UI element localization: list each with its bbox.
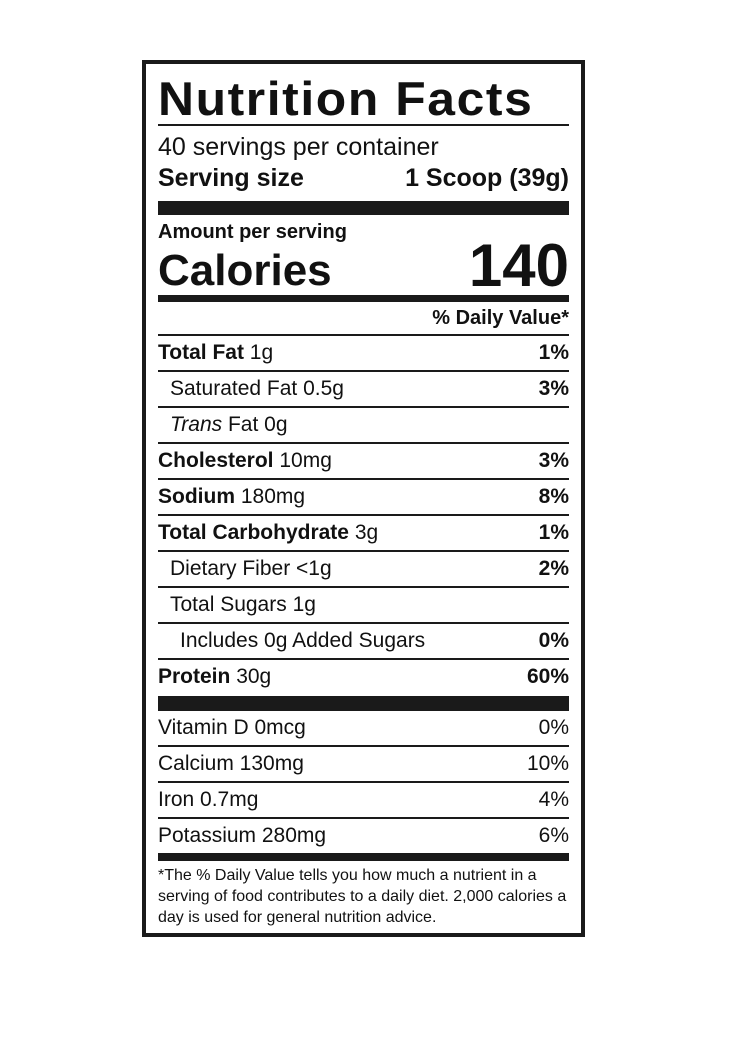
nutrient-amount: 1g [249,341,274,364]
nutrient-amount: 10mg [279,449,332,472]
vitamin-dv: 6% [538,824,569,847]
nutrient-name: Includes 0g Added Sugars [180,629,426,652]
nutrient-amount: 180mg [240,485,306,508]
nutrient-amount: 0g [264,413,288,436]
vitamin-label: Calcium 130mg [158,752,304,775]
calories-label: Calories [158,246,332,295]
divider [158,334,569,336]
nutrient-dv: 2% [538,557,569,580]
calories-value: 140 [468,232,569,299]
vitamin-label: Potassium 280mg [158,824,327,847]
nutrient-dv: 8% [538,485,569,508]
nutrient-name: Dietary Fiber [170,557,291,580]
nutrient-name-rest: Fat [227,413,259,436]
nutrient-amount: <1g [296,557,332,580]
nutrient-row-trans-fat: Trans Fat 0g [158,408,569,444]
nutrient-row-dietary-fiber: Dietary Fiber <1g 2% [158,552,569,588]
thick-divider [158,696,569,711]
nutrient-dv: 3% [538,449,569,472]
nutrient-name: Total Sugars [170,593,287,616]
nutrient-dv: 1% [538,341,569,364]
nutrient-row-total-fat: Total Fat 1g 1% [158,336,569,372]
nutrient-name: Cholesterol [158,449,274,472]
nutrient-dv: 3% [538,377,569,400]
serving-size-value: 1 Scoop (39g) [405,164,569,192]
nutrient-row-protein: Protein 30g 60% [158,660,569,694]
vitamin-label: Vitamin D 0mcg [158,716,306,739]
thick-divider [158,201,569,215]
servings-per-container: 40 servings per container [158,133,439,161]
nutrient-amount: 30g [236,665,272,688]
vitamin-label: Iron 0.7mg [158,788,259,811]
nutrient-amount: 1g [292,593,316,616]
nutrient-dv: 0% [538,629,569,652]
nutrient-name: Protein [158,665,231,688]
nutrient-row-cholesterol: Cholesterol 10mg 3% [158,444,569,480]
medium-divider [158,853,569,861]
daily-value-header: % Daily Value* [432,307,569,329]
nutrient-name: Total Fat [158,341,244,364]
nutrient-row-total-sugars: Total Sugars 1g [158,588,569,624]
nutrient-amount: 3g [354,521,379,544]
nutrient-name: Sodium [158,485,235,508]
vitamin-dv: 10% [526,752,569,775]
amount-per-serving: Amount per serving [158,221,347,243]
nutrition-facts-label: Nutrition Facts 40 servings per containe… [142,60,585,937]
footnote: *The % Daily Value tells you how much a … [158,867,567,926]
nutrient-name: Saturated Fat [170,377,298,400]
nutrient-row-sodium: Sodium 180mg 8% [158,480,569,516]
vitamin-row-potassium: Potassium 280mg 6% [158,819,569,853]
nutrient-row-saturated-fat: Saturated Fat 0.5g 3% [158,372,569,408]
nutrient-row-total-carbohydrate: Total Carbohydrate 3g 1% [158,516,569,552]
vitamin-row-calcium: Calcium 130mg 10% [158,747,569,783]
nutrient-name: Total Carbohydrate [158,521,349,544]
nutrient-amount: 0.5g [303,377,344,400]
nutrient-row-added-sugars: Includes 0g Added Sugars 0% [158,624,569,660]
serving-size: Serving size 1 Scoop (39g) [158,162,569,194]
vitamin-row-vitamin-d: Vitamin D 0mcg 0% [158,711,569,747]
vitamin-dv: 0% [538,716,569,739]
nutrient-name: Trans [170,413,223,436]
nutrient-dv: 60% [526,665,569,688]
label-title: Nutrition Facts [158,72,534,125]
divider [158,124,569,126]
calories-row: Calories 140 [158,232,569,299]
serving-size-label: Serving size [158,164,304,192]
medium-divider [158,295,569,302]
vitamin-dv: 4% [538,788,569,811]
vitamin-row-iron: Iron 0.7mg 4% [158,783,569,819]
nutrient-dv: 1% [538,521,569,544]
